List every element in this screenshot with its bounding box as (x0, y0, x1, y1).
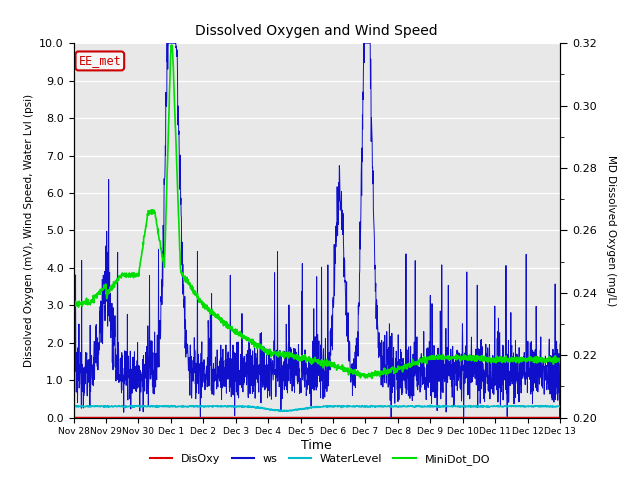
Legend: DisOxy, ws, WaterLevel, MiniDot_DO: DisOxy, ws, WaterLevel, MiniDot_DO (145, 450, 495, 469)
Text: EE_met: EE_met (79, 54, 121, 67)
X-axis label: Time: Time (301, 439, 332, 452)
Y-axis label: Dissolved Oxygen (mV), Wind Speed, Water Lvl (psi): Dissolved Oxygen (mV), Wind Speed, Water… (24, 94, 34, 367)
Y-axis label: MD Dissolved Oxygen (mg/L): MD Dissolved Oxygen (mg/L) (606, 155, 616, 306)
Title: Dissolved Oxygen and Wind Speed: Dissolved Oxygen and Wind Speed (195, 24, 438, 38)
